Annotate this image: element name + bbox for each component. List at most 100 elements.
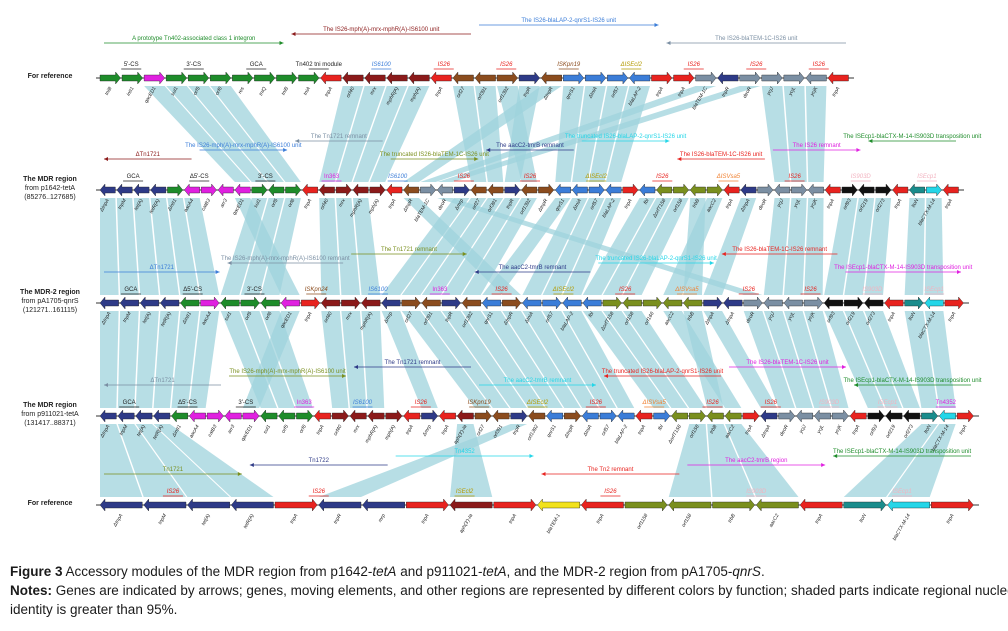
gene-label: qacED1 [240,424,254,443]
caption-figure-label: Figure 3 [10,564,63,579]
gene-label: orf27 [456,86,467,99]
element-label: ISKpn24 [305,287,329,293]
homology-region [240,198,284,295]
gene-label: aph(3')-Ia [459,513,475,535]
unit-label: The ISEcp1-blaCTX-M-14-IS903D transposit… [833,449,971,455]
homology-region [824,198,858,295]
gene-label: ΔtnpA [760,423,773,439]
gene-label: mph(A) [367,198,381,215]
gene-arrow [712,498,756,512]
unit-span-arrowhead [237,472,242,476]
gene-label: tnpA [595,512,606,524]
unit-span-arrowhead [462,252,467,256]
gene-label: catB3 [207,424,219,438]
gene-arrow [827,71,849,85]
caption-title-segment: qnrS [732,564,761,579]
homology-region [725,424,799,497]
gene-arrow [739,71,761,85]
homology-region [805,86,827,182]
gene-arrow [492,409,510,423]
gene-arrow [924,296,944,310]
homology-region [150,198,179,295]
gene-label: tet(A) [136,424,147,438]
homology-region [542,198,605,295]
element-label: Tn402 tni module [296,62,343,68]
gene-label: mrp [377,513,387,524]
gene-arrow [99,296,119,310]
gene-arrow [944,296,964,310]
unit-span-arrowhead [654,23,659,27]
row-label: from pA1705-qnrS [21,298,79,305]
homology-region [369,86,430,182]
gene-label: blaCTX-M-14 [892,513,912,542]
gene-arrow [521,183,538,197]
gene-arrow [867,409,885,423]
element-label: ΔISEcl2 [552,287,575,293]
gene-arrow [251,183,268,197]
homology-region [171,311,200,408]
gene-label: ycjJ [765,86,775,98]
gene-arrow [528,409,546,423]
gene-arrow [268,183,285,197]
homology-region [683,311,724,408]
element-label: ΔISVsa5 [641,400,666,406]
gene-arrow [723,183,740,197]
unit-span-arrowhead [295,139,300,143]
homology-region [352,86,408,182]
gene-arrow [671,409,688,423]
row-label: from p1642-tetA [25,185,76,192]
gene-label: orf5 [270,198,280,209]
unit-label: Tn4352 [454,449,475,455]
gene-arrow [706,183,723,197]
gene-label: tnpA [303,310,314,322]
gene-arrow [420,183,437,197]
element-label: IS6100 [353,400,373,406]
gene-arrow [461,296,481,310]
gene-label: qnrS1 [546,424,558,439]
gene-arrow [133,183,150,197]
gene-label: tnpA [744,423,755,435]
homology-region [381,198,470,295]
homology-region [763,311,813,408]
unit-span-arrowhead [604,374,608,378]
gene-arrow [761,71,783,85]
homology-region [450,424,493,497]
homology-region [153,311,179,408]
gene-label: tet(A) [141,311,152,325]
gene-arrow [843,498,887,512]
gene-arrow [481,296,502,310]
gene-label: mrx [369,86,379,97]
gene-arrow [651,71,673,85]
caption-notes-text-2: identity is greater than 95%. [10,602,178,617]
gene-label: tnpA [851,423,862,435]
gene-arrow [230,498,274,512]
gene-arrow [588,183,605,197]
gene-arrow [542,296,562,310]
gene-arrow [421,409,439,423]
homology-region [482,198,571,295]
gene-label: orf93 [868,424,879,437]
unit-label: A prototype Tn402-associated class 1 int… [132,36,255,42]
gene-arrow [622,296,642,310]
gene-arrow [167,183,184,197]
gene-label: tnpM [119,423,130,436]
gene-arrow [367,409,385,423]
gene-label: tet(A) [133,198,144,212]
gene-arrow [760,409,778,423]
homology-region [117,311,139,408]
gene-arrow [942,183,959,197]
element-label: IS26 [458,174,471,180]
caption-title-segment: tetA [482,564,507,579]
homology-region [743,311,795,408]
homology-region [210,86,301,182]
gene-label: orf1392 [526,424,540,442]
caption-title-text: Accessory modules of the MDR region from… [66,564,765,579]
gene-arrow [673,183,689,197]
element-label: IS26 [500,62,513,68]
gene-label: ycjL [792,198,802,210]
row-label: (85276..127685) [24,194,75,201]
gene-label: intI1 [126,86,136,97]
homology-region [144,86,251,182]
element-label: ISEcl2 [456,489,474,495]
homology-shading-layer [100,86,956,497]
